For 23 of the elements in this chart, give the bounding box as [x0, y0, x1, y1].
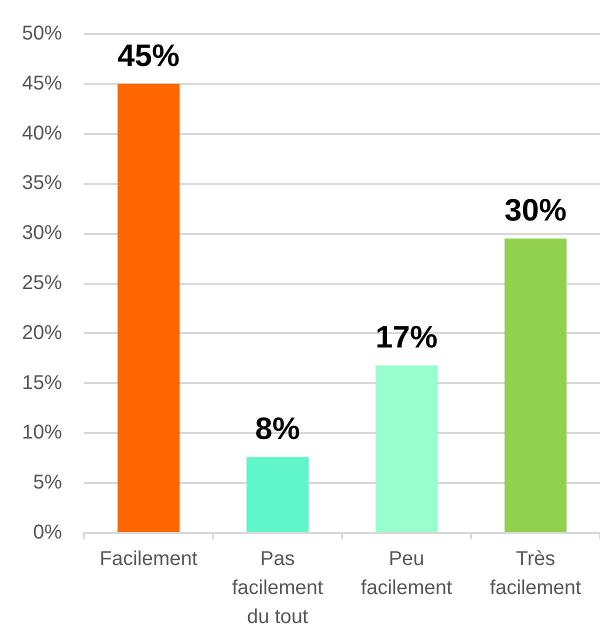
y-tick-label: 25% [22, 272, 62, 294]
data-label: 17% [375, 319, 438, 354]
y-tick-label: 50% [22, 22, 62, 45]
x-tick-label: Pas facilement du tout [232, 548, 324, 628]
data-label: 30% [504, 192, 567, 228]
y-tick-label: 20% [22, 322, 62, 344]
y-tick-label: 35% [22, 172, 62, 194]
y-tick-label: 15% [22, 372, 62, 394]
bar [504, 238, 566, 532]
bar [246, 457, 308, 532]
y-tick-label: 5% [33, 472, 62, 494]
y-tick-label: 30% [22, 222, 62, 244]
y-tick-label: 40% [22, 122, 62, 144]
bar [376, 365, 438, 532]
y-tick-label: 45% [22, 72, 62, 94]
y-tick-label: 10% [22, 422, 62, 444]
data-label: 8% [255, 411, 300, 446]
data-label: 45% [118, 38, 180, 73]
y-tick-label: 0% [33, 522, 62, 544]
x-tick-label: Facilement [100, 548, 198, 570]
bar [118, 84, 180, 532]
x-tick-label: Peu facilement [360, 548, 453, 600]
x-tick-label: Très facilement [490, 548, 582, 600]
